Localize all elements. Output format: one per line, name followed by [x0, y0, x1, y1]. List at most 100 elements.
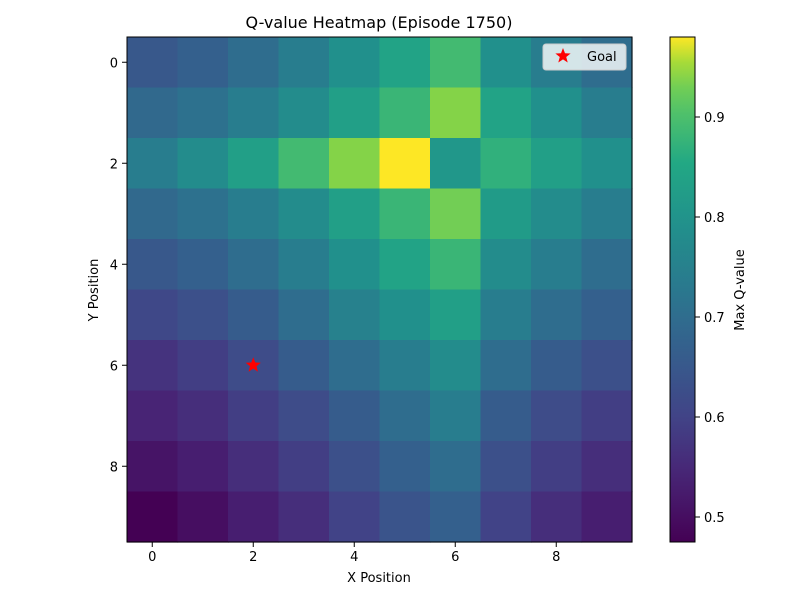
chart-title: Q-value Heatmap (Episode 1750): [246, 13, 513, 32]
heatmap-cell: [531, 188, 583, 240]
y-axis-ticks: 0 2 4 6 8: [110, 56, 127, 475]
y-tick-label: 2: [110, 157, 118, 172]
colorbar-tick-label: 0.6: [704, 411, 725, 426]
heatmap-cell: [177, 87, 229, 139]
x-tick-label: 2: [249, 550, 257, 565]
heatmap-cell: [480, 491, 532, 543]
heatmap-cell: [127, 37, 179, 89]
x-tick-label: 4: [350, 550, 358, 565]
heatmap-cell: [278, 188, 330, 240]
colorbar-tick-label: 0.9: [704, 111, 725, 126]
heatmap-cell: [329, 239, 381, 291]
heatmap-cell: [329, 37, 381, 89]
heatmap-cell: [177, 239, 229, 291]
heatmap-cell: [127, 289, 179, 341]
heatmap-cell: [430, 37, 482, 89]
y-tick-label: 6: [110, 359, 118, 374]
goal-star-icon: [245, 357, 261, 372]
colorbar-tick-label: 0.5: [704, 511, 725, 526]
heatmap-cell: [177, 37, 229, 89]
heatmap-cell: [228, 441, 280, 493]
heatmap-cell: [379, 87, 431, 139]
heatmap-cell: [127, 491, 179, 543]
heatmap-cell: [329, 289, 381, 341]
colorbar-tick-label: 0.8: [704, 211, 725, 226]
heatmap-cell: [430, 289, 482, 341]
colorbar-tick-label: 0.7: [704, 311, 725, 326]
goal-marker: [245, 357, 261, 372]
heatmap-cell: [127, 138, 179, 190]
heatmap-cell: [177, 138, 229, 190]
heatmap-cell: [329, 441, 381, 493]
heatmap-cell: [379, 340, 431, 392]
x-axis-label: X Position: [347, 571, 411, 586]
heatmap-cell: [480, 289, 532, 341]
plot-frame: [126, 36, 633, 543]
heatmap-cell: [379, 390, 431, 442]
heatmap-cell: [581, 441, 633, 493]
heatmap-cell: [329, 188, 381, 240]
heatmap-cell: [278, 37, 330, 89]
y-tick-label: 8: [110, 460, 118, 475]
x-tick-label: 8: [552, 550, 560, 565]
heatmap-cell: [430, 441, 482, 493]
heatmap-cell: [177, 390, 229, 442]
heatmap-cell: [430, 87, 482, 139]
heatmap-cells: [127, 37, 633, 543]
legend-entry-goal: Goal: [587, 50, 617, 65]
heatmap-cell: [177, 441, 229, 493]
heatmap-cell: [228, 188, 280, 240]
colorbar-label: Max Q-value: [733, 249, 748, 330]
heatmap-cell: [127, 441, 179, 493]
heatmap-cell: [581, 239, 633, 291]
heatmap-cell: [228, 239, 280, 291]
heatmap-cell: [127, 188, 179, 240]
heatmap-cell: [177, 491, 229, 543]
heatmap-cell: [379, 37, 431, 89]
heatmap-cell: [480, 239, 532, 291]
heatmap-cell: [430, 188, 482, 240]
heatmap-cell: [531, 441, 583, 493]
heatmap-cell: [531, 289, 583, 341]
heatmap-cell: [531, 340, 583, 392]
heatmap-cell: [228, 87, 280, 139]
heatmap-cell: [228, 289, 280, 341]
heatmap-cell: [379, 138, 431, 190]
legend: Goal: [542, 43, 627, 71]
heatmap-cell: [581, 188, 633, 240]
heatmap-cell: [480, 37, 532, 89]
heatmap-cell: [430, 239, 482, 291]
y-tick-label: 4: [110, 258, 118, 273]
heatmap-cell: [278, 239, 330, 291]
heatmap-cell: [379, 441, 431, 493]
heatmap-cell: [531, 390, 583, 442]
heatmap-cell: [329, 390, 381, 442]
heatmap-cell: [430, 390, 482, 442]
heatmap-cell: [278, 340, 330, 392]
heatmap-cell: [480, 340, 532, 392]
heatmap-cell: [531, 138, 583, 190]
heatmap-cell: [278, 390, 330, 442]
heatmap-cell: [581, 491, 633, 543]
heatmap-cell: [581, 138, 633, 190]
heatmap-cell: [480, 390, 532, 442]
heatmap-cell: [228, 138, 280, 190]
heatmap-cell: [480, 188, 532, 240]
heatmap-cell: [278, 87, 330, 139]
heatmap-cell: [177, 340, 229, 392]
heatmap-cell: [127, 87, 179, 139]
heatmap-cell: [379, 239, 431, 291]
heatmap-cell: [581, 87, 633, 139]
heatmap-cell: [177, 188, 229, 240]
colorbar: [669, 36, 696, 543]
heatmap-cell: [127, 340, 179, 392]
heatmap-cell: [430, 491, 482, 543]
heatmap-cell: [581, 390, 633, 442]
heatmap-cell: [379, 289, 431, 341]
heatmap-cell: [430, 340, 482, 392]
heatmap-cell: [329, 340, 381, 392]
heatmap-cell: [278, 441, 330, 493]
heatmap-cell: [531, 87, 583, 139]
heatmap-cell: [379, 491, 431, 543]
